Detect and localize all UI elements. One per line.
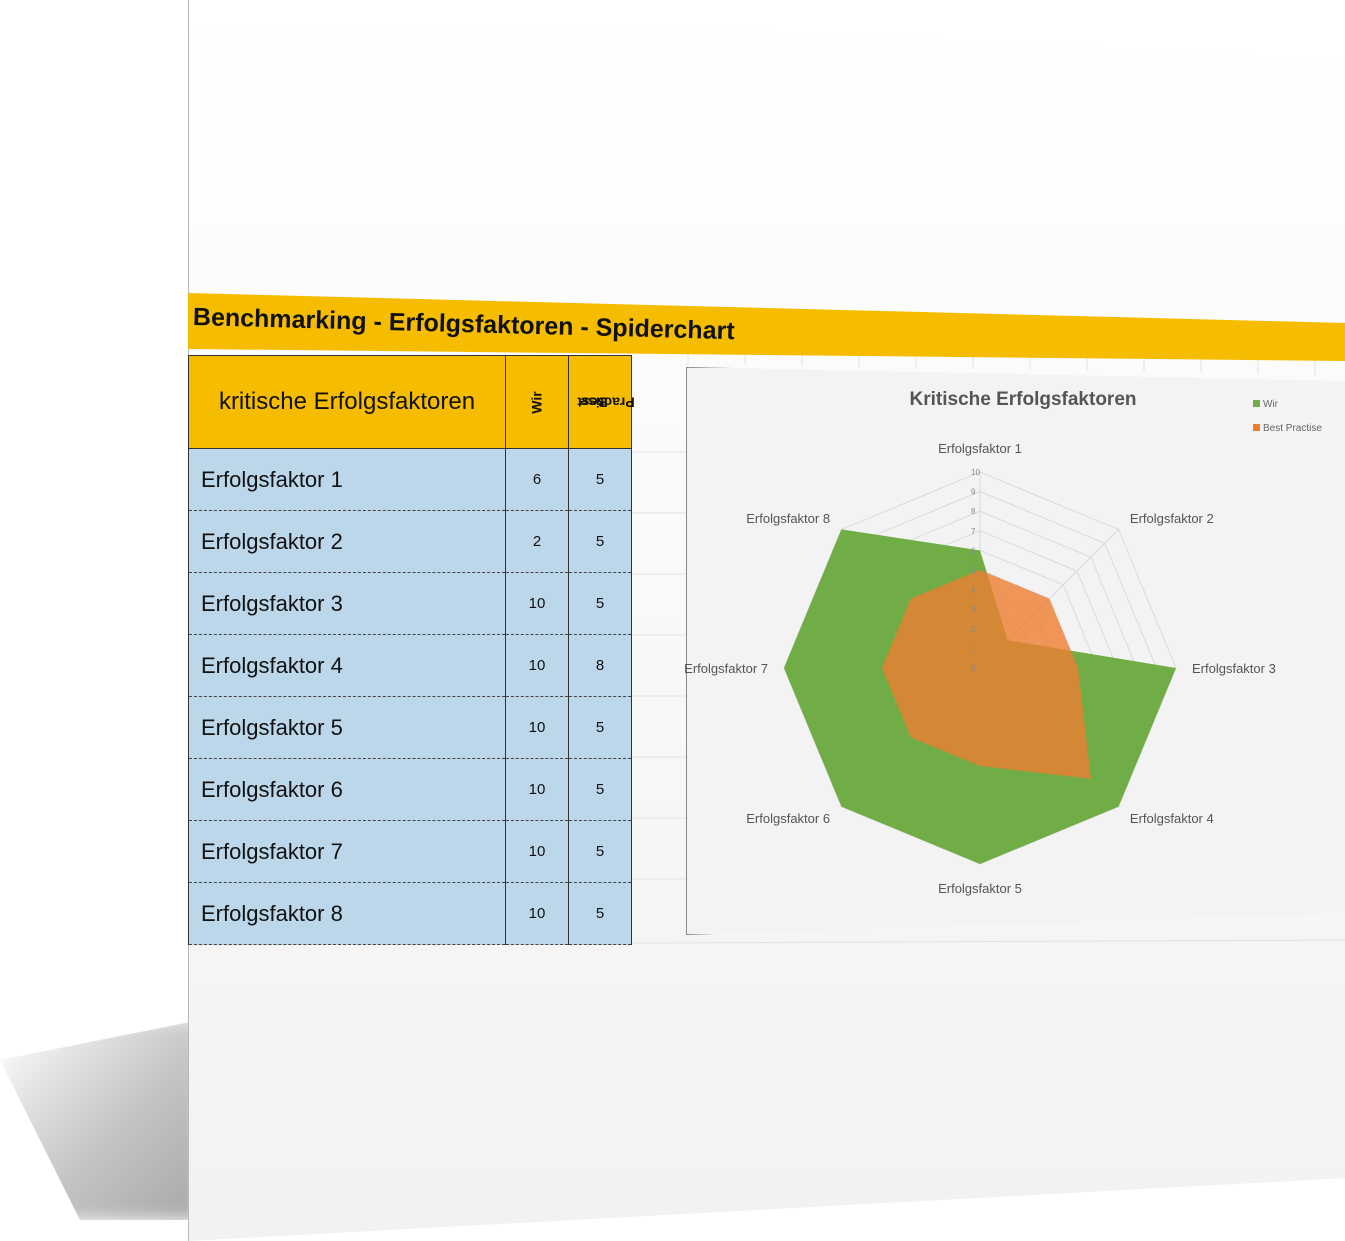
radial-tick-label: 1	[971, 644, 976, 653]
value-best[interactable]: 5	[568, 696, 632, 759]
radial-tick-label: 9	[971, 488, 976, 497]
category-label: Erfolgsfaktor 5	[938, 881, 1022, 896]
radial-tick-label: 4	[971, 586, 976, 595]
value-wir[interactable]: 6	[505, 448, 569, 511]
legend-label-best: Best Practise	[1263, 423, 1322, 434]
category-label: Erfolgsfaktor 1	[938, 441, 1022, 456]
value-best[interactable]: 5	[568, 572, 632, 635]
value-wir[interactable]: 10	[505, 572, 569, 635]
category-label: Erfolgsfaktor 2	[1130, 511, 1214, 526]
radial-tick-label: 0	[971, 664, 976, 673]
chart-title: Kritische Erfolgsfaktoren	[910, 389, 1137, 410]
category-label: Erfolgsfaktor 7	[684, 661, 768, 676]
value-best[interactable]: 8	[568, 634, 632, 697]
table-row: Erfolgsfaktor 6 10 5	[188, 758, 632, 821]
table-row: Erfolgsfaktor 5 10 5	[188, 696, 632, 759]
factor-name[interactable]: Erfolgsfaktor 1	[188, 448, 506, 511]
radial-tick-label: 3	[971, 605, 976, 614]
value-wir[interactable]: 10	[505, 882, 569, 945]
value-best[interactable]: 5	[568, 758, 632, 821]
legend-swatch-best	[1253, 424, 1260, 431]
table-header-row: kritische Erfolgsfaktoren Wir Best Practi…	[188, 355, 635, 449]
table-row: Erfolgsfaktor 8 10 5	[188, 882, 632, 945]
radial-tick-label: 10	[971, 468, 980, 477]
radial-tick-label: 7	[971, 527, 976, 536]
value-wir[interactable]: 10	[505, 696, 569, 759]
category-label: Erfolgsfaktor 8	[746, 511, 830, 526]
legend-label-wir: Wir	[1263, 399, 1279, 410]
radial-tick-label: 8	[971, 507, 976, 516]
value-wir[interactable]: 10	[505, 758, 569, 821]
header-best-practise: Best Practise	[568, 355, 635, 449]
factors-table: kritische Erfolgsfaktoren Wir Best Practi…	[188, 355, 635, 945]
factor-name[interactable]: Erfolgsfaktor 3	[188, 572, 506, 635]
table-row: Erfolgsfaktor 7 10 5	[188, 820, 632, 883]
factor-name[interactable]: Erfolgsfaktor 7	[188, 820, 506, 883]
radial-tick-label: 5	[971, 566, 976, 575]
series-best-practise-area[interactable]	[882, 570, 1091, 779]
factor-name[interactable]: Erfolgsfaktor 6	[188, 758, 506, 821]
value-wir[interactable]: 2	[505, 510, 569, 573]
factor-name[interactable]: Erfolgsfaktor 2	[188, 510, 506, 573]
factor-name[interactable]: Erfolgsfaktor 5	[188, 696, 506, 759]
header-factors: kritische Erfolgsfaktoren	[188, 355, 506, 449]
legend-swatch-wir	[1253, 400, 1260, 407]
radial-tick-label: 6	[971, 546, 976, 555]
value-best[interactable]: 5	[568, 820, 632, 883]
category-label: Erfolgsfaktor 6	[746, 811, 830, 826]
radial-tick-label: 2	[971, 625, 976, 634]
category-label: Erfolgsfaktor 3	[1192, 661, 1276, 676]
value-wir[interactable]: 10	[505, 820, 569, 883]
category-label: Erfolgsfaktor 4	[1130, 811, 1214, 826]
chart-legend: Wir Best Practise	[1253, 399, 1322, 434]
factor-name[interactable]: Erfolgsfaktor 8	[188, 882, 506, 945]
value-best[interactable]: 5	[568, 882, 632, 945]
table-row: Erfolgsfaktor 3 10 5	[188, 572, 632, 635]
value-best[interactable]: 5	[568, 448, 632, 511]
